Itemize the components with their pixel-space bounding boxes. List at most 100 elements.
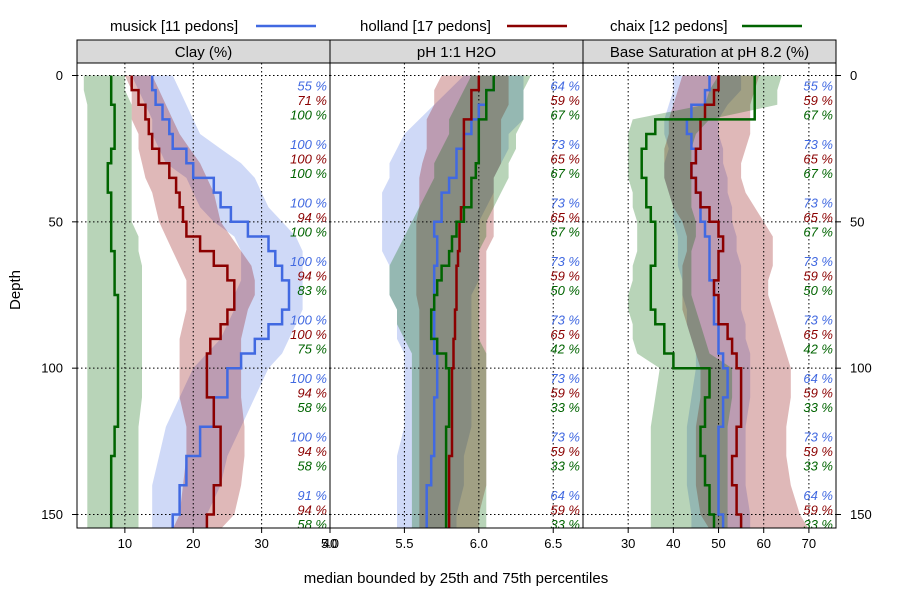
pct-label-holland: 59 % (550, 386, 580, 401)
pct-label-musick: 64 % (803, 371, 833, 386)
pct-label-chaix: 83 % (297, 283, 327, 298)
pct-label-musick: 73 % (550, 371, 580, 386)
y-tick-label-left: 0 (56, 68, 63, 83)
pct-label-holland: 59 % (550, 268, 580, 283)
pct-label-chaix: 33 % (803, 459, 833, 474)
band-musick (131, 75, 303, 528)
median-line-musick (425, 75, 495, 528)
panels: Clay (%)55 %71 %100 %100 %100 %100 %100 … (76, 39, 837, 551)
pct-label-musick: 73 % (550, 137, 580, 152)
pct-label-chaix: 42 % (803, 341, 833, 356)
pct-label-chaix: 33 % (550, 517, 580, 532)
pct-label-holland: 59 % (803, 503, 833, 518)
legend-label-chaix: chaix [12 pedons] (610, 18, 728, 35)
pct-label-holland: 65 % (550, 151, 580, 166)
pct-label-chaix: 100 % (290, 224, 327, 239)
band-musick (382, 75, 524, 528)
x-tick-label: 10 (118, 536, 132, 551)
pct-label-holland: 65 % (550, 210, 580, 225)
pct-label-holland: 65 % (550, 327, 580, 342)
x-tick-label: 30 (621, 536, 635, 551)
pct-label-musick: 73 % (550, 254, 580, 269)
pct-label-holland: 65 % (803, 151, 833, 166)
pct-label-musick: 100 % (290, 371, 327, 386)
pct-label-chaix: 67 % (550, 166, 580, 181)
legend-item-musick: musick [11 pedons] (110, 18, 316, 35)
x-tick-label: 5.0 (321, 536, 339, 551)
pct-label-musick: 64 % (550, 488, 580, 503)
pct-label-musick: 73 % (803, 430, 833, 445)
band-chaix (389, 75, 531, 528)
y-tick-label-left: 100 (41, 361, 63, 376)
pct-label-musick: 73 % (803, 312, 833, 327)
pct-label-chaix: 58 % (297, 459, 327, 474)
pct-label-musick: 73 % (803, 195, 833, 210)
x-tick-label: 70 (802, 536, 816, 551)
pct-label-holland: 94 % (297, 268, 327, 283)
median-line-holland (690, 75, 755, 528)
legend: musick [11 pedons] holland [17 pedons] c… (110, 18, 802, 35)
x-tick-label: 30 (254, 536, 268, 551)
pct-label-holland: 65 % (803, 210, 833, 225)
panel-title: Clay (%) (175, 44, 233, 61)
pct-label-holland: 59 % (550, 444, 580, 459)
plot-area: 55 %71 %100 %100 %100 %100 %100 %94 %100… (77, 63, 330, 532)
pct-label-musick: 100 % (290, 254, 327, 269)
pct-label-chaix: 33 % (803, 400, 833, 415)
legend-item-holland: holland [17 pedons] (360, 18, 567, 35)
median-line-holland (447, 75, 481, 528)
pct-label-holland: 59 % (550, 503, 580, 518)
panel-title: pH 1:1 H2O (417, 44, 496, 61)
pct-label-musick: 100 % (290, 430, 327, 445)
pct-label-chaix: 67 % (550, 107, 580, 122)
pct-label-holland: 59 % (803, 268, 833, 283)
pct-label-holland: 59 % (803, 386, 833, 401)
pct-label-musick: 55 % (803, 78, 833, 93)
pct-label-chaix: 75 % (297, 341, 327, 356)
band-holland (124, 75, 255, 528)
panel-1: Clay (%)55 %71 %100 %100 %100 %100 %100 … (76, 39, 337, 551)
x-axis-title: median bounded by 25th and 75th percenti… (304, 570, 608, 587)
pct-label-musick: 100 % (290, 312, 327, 327)
legend-item-chaix: chaix [12 pedons] (610, 18, 802, 35)
pct-label-holland: 94 % (297, 503, 327, 518)
x-tick-label: 50 (711, 536, 725, 551)
band-musick (664, 75, 751, 528)
panel-frame (582, 62, 837, 529)
y-tick-label-left: 150 (41, 507, 63, 522)
y-axis: 0 0 50 50 100 100 150 150 (41, 68, 871, 522)
pct-label-chaix: 67 % (803, 166, 833, 181)
pct-label-holland: 65 % (803, 327, 833, 342)
band-chaix (83, 75, 142, 528)
x-tick-label: 5.5 (395, 536, 413, 551)
pct-label-musick: 73 % (550, 312, 580, 327)
legend-label-musick: musick [11 pedons] (110, 18, 238, 35)
panel-title: Base Saturation at pH 8.2 (%) (610, 44, 809, 61)
band-holland (664, 75, 809, 528)
pct-label-chaix: 100 % (290, 107, 327, 122)
pct-label-musick: 100 % (290, 137, 327, 152)
x-tick-label: 40 (323, 536, 337, 551)
pct-label-holland: 59 % (550, 93, 580, 108)
plot-area: 55 %59 %67 %73 %65 %67 %73 %65 %67 %73 %… (583, 63, 836, 528)
pct-label-chaix: 33 % (550, 459, 580, 474)
pct-label-chaix: 58 % (297, 400, 327, 415)
x-tick-label: 60 (756, 536, 770, 551)
pct-label-holland: 94 % (297, 444, 327, 459)
median-line-musick (685, 75, 729, 528)
band-chaix (628, 75, 782, 528)
pct-label-chaix: 50 % (550, 283, 580, 298)
x-tick-label: 40 (666, 536, 680, 551)
pct-label-musick: 73 % (550, 430, 580, 445)
pct-label-musick: 100 % (290, 195, 327, 210)
y-tick-label-right: 150 (850, 507, 872, 522)
median-line-holland (130, 75, 236, 528)
x-tick-label: 20 (186, 536, 200, 551)
pct-label-chaix: 100 % (290, 166, 327, 181)
pct-label-chaix: 58 % (297, 517, 327, 532)
y-axis-title: Depth (7, 270, 24, 310)
pct-label-holland: 94 % (297, 210, 327, 225)
y-tick-label-right: 0 (850, 68, 857, 83)
